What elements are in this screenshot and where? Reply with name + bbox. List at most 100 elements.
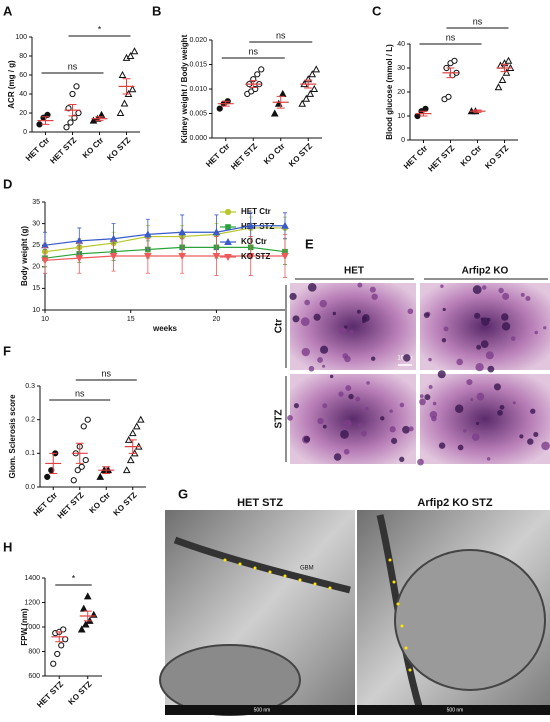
texture bbox=[402, 425, 410, 434]
y-tick-label: 10 bbox=[32, 307, 40, 314]
texture bbox=[499, 404, 505, 410]
legend-marker bbox=[224, 237, 232, 245]
texture bbox=[408, 426, 414, 432]
scale-bar-label: 500 nm bbox=[254, 707, 271, 713]
panel-letter: G bbox=[178, 486, 188, 501]
foot-marker bbox=[396, 602, 400, 606]
column-label: HET bbox=[344, 266, 364, 277]
texture bbox=[355, 396, 361, 402]
data-point bbox=[178, 253, 186, 261]
foot-marker bbox=[400, 624, 404, 628]
nucleus bbox=[159, 644, 301, 716]
data-point bbox=[36, 121, 43, 128]
data-point bbox=[120, 99, 129, 107]
texture bbox=[293, 403, 299, 409]
membrane bbox=[173, 536, 351, 594]
texture bbox=[440, 284, 444, 288]
data-point bbox=[258, 66, 265, 73]
texture bbox=[502, 292, 510, 300]
data-point bbox=[48, 467, 55, 474]
texture bbox=[476, 392, 485, 401]
y-tick-label: 10 bbox=[397, 113, 405, 120]
data-point bbox=[69, 90, 76, 98]
significance-label: ns bbox=[446, 32, 456, 42]
texture bbox=[428, 385, 433, 389]
x-tick-label: 15 bbox=[127, 316, 135, 323]
data-point bbox=[44, 111, 51, 119]
y-tick-label: 20 bbox=[19, 110, 27, 117]
sem-bar bbox=[221, 100, 230, 107]
nucleus bbox=[394, 549, 546, 691]
y-axis-label: ACR (mg / g) bbox=[7, 60, 16, 109]
texture bbox=[485, 351, 494, 360]
data-point bbox=[84, 416, 91, 423]
texture bbox=[443, 326, 449, 332]
y-axis-label: FPW (nm) bbox=[20, 608, 29, 646]
data-point bbox=[216, 105, 223, 112]
x-tick-label: KO STZ bbox=[483, 143, 510, 170]
texture bbox=[429, 411, 438, 419]
sem-bar bbox=[83, 610, 92, 622]
y-tick-label: 0.015 bbox=[189, 61, 207, 68]
texture bbox=[423, 312, 430, 319]
texture bbox=[319, 299, 328, 308]
data-point bbox=[82, 456, 89, 464]
texture bbox=[463, 428, 467, 433]
sem-bar bbox=[304, 79, 313, 89]
data-point bbox=[312, 65, 321, 73]
texture bbox=[432, 401, 437, 406]
texture bbox=[292, 315, 300, 323]
y-axis-label: Blood glucose (mmol / L) bbox=[385, 44, 394, 140]
x-tick-label: KO STZ bbox=[287, 141, 314, 168]
legend-marker bbox=[224, 208, 232, 216]
texture bbox=[389, 426, 396, 433]
data-point bbox=[81, 620, 90, 628]
texture bbox=[419, 394, 424, 398]
texture bbox=[317, 357, 323, 363]
sem-bar bbox=[55, 631, 64, 643]
data-point bbox=[62, 636, 69, 643]
y-tick-label: 25 bbox=[32, 242, 40, 249]
texture bbox=[442, 307, 446, 312]
data-point bbox=[136, 415, 145, 423]
scale-strip bbox=[165, 705, 355, 715]
y-tick-label: 0 bbox=[401, 137, 405, 144]
y-tick-label: 40 bbox=[19, 91, 27, 98]
data-point bbox=[302, 94, 311, 102]
legend-label: KO STZ bbox=[241, 252, 270, 261]
data-point bbox=[178, 228, 186, 236]
y-tick-label: 800 bbox=[28, 648, 40, 655]
structure-label: GBM bbox=[300, 566, 314, 572]
texture bbox=[301, 347, 310, 357]
texture bbox=[371, 356, 376, 361]
data-point bbox=[58, 642, 65, 649]
texture bbox=[287, 414, 293, 421]
data-point bbox=[60, 626, 67, 633]
panel-letter: A bbox=[3, 3, 13, 18]
data-point bbox=[144, 253, 152, 261]
significance-label: ns bbox=[276, 30, 286, 40]
sem-bar bbox=[122, 78, 131, 95]
x-tick-label: HET STZ bbox=[35, 679, 65, 709]
data-point bbox=[116, 108, 125, 116]
data-point bbox=[122, 466, 131, 474]
data-point bbox=[278, 89, 287, 97]
data-point bbox=[246, 253, 255, 261]
sem-bar bbox=[68, 103, 77, 117]
y-axis-label: Body weight (g) bbox=[20, 226, 29, 286]
y-tick-label: 20 bbox=[397, 89, 405, 96]
texture bbox=[356, 309, 361, 314]
foot-marker bbox=[328, 586, 332, 590]
texture bbox=[322, 364, 326, 368]
texture bbox=[399, 456, 405, 462]
data-point bbox=[212, 228, 221, 236]
data-point bbox=[70, 477, 77, 484]
texture bbox=[365, 406, 369, 411]
x-tick-label: KO Ctr bbox=[88, 491, 113, 516]
texture bbox=[470, 398, 474, 402]
foot-marker bbox=[283, 574, 287, 578]
texture bbox=[525, 295, 531, 302]
y-tick-label: 20 bbox=[32, 264, 40, 271]
sem-bar bbox=[419, 110, 428, 117]
series-line bbox=[44, 225, 285, 246]
